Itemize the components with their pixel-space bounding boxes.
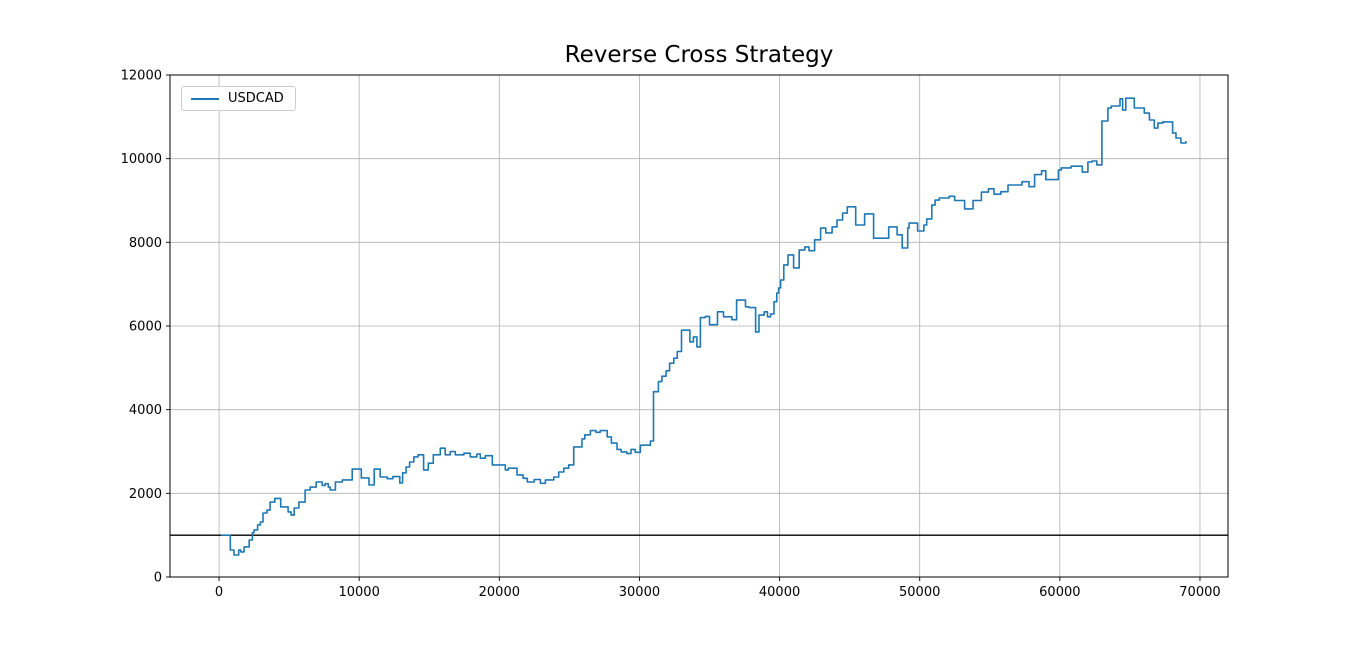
x-tick-label: 60000 bbox=[1039, 585, 1080, 600]
chart-title: Reverse Cross Strategy bbox=[564, 42, 834, 68]
legend: USDCAD bbox=[181, 86, 296, 111]
y-tick-label: 8000 bbox=[129, 236, 162, 251]
x-tick-label: 0 bbox=[215, 585, 223, 600]
y-tick-label: 6000 bbox=[129, 320, 162, 335]
y-tick-label: 0 bbox=[154, 571, 162, 586]
y-tick-label: 10000 bbox=[121, 152, 162, 167]
x-tick-label: 40000 bbox=[759, 585, 800, 600]
y-tick-label: 2000 bbox=[129, 487, 162, 502]
y-tick-label: 12000 bbox=[121, 69, 162, 84]
legend-line-sample bbox=[191, 97, 219, 100]
legend-label: USDCAD bbox=[228, 91, 284, 106]
x-tick-label: 20000 bbox=[479, 585, 520, 600]
equity-curve bbox=[221, 97, 1187, 556]
x-tick-label: 50000 bbox=[899, 585, 940, 600]
x-tick-label: 70000 bbox=[1179, 585, 1220, 600]
x-tick-label: 10000 bbox=[338, 585, 379, 600]
y-tick-label: 4000 bbox=[129, 403, 162, 418]
x-tick-label: 30000 bbox=[619, 585, 660, 600]
